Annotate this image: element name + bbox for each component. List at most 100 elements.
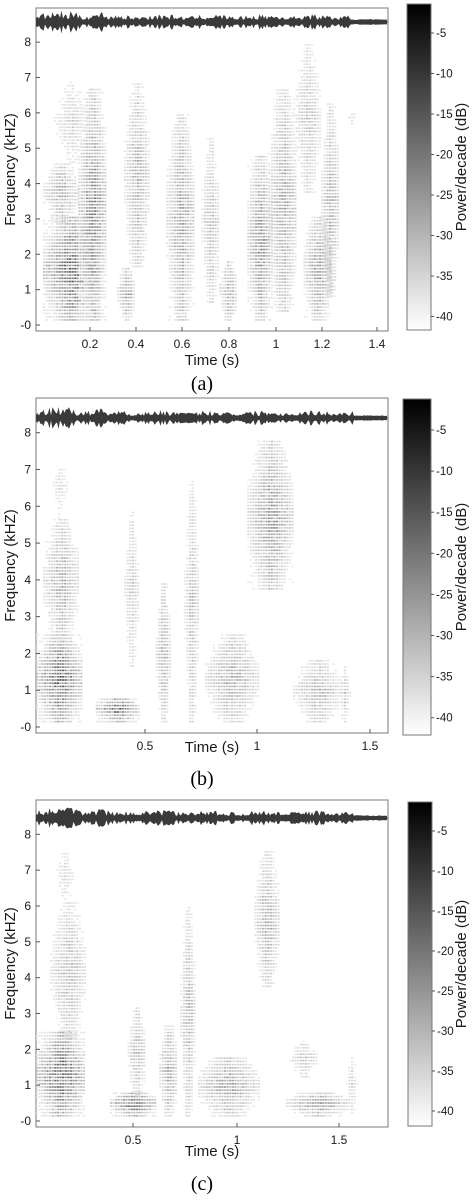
spectral-cell [311,172,314,174]
spectral-cell [295,114,298,117]
spectral-cell [278,102,281,104]
spectral-cell [316,76,319,78]
spectral-cell [214,256,217,258]
spectral-cell [53,229,56,232]
spectral-cell [83,261,86,264]
spectral-cell [147,185,150,188]
spectral-cell [124,169,127,172]
spectral-cell [308,251,311,254]
spectral-cell [313,319,317,321]
spectral-cell [137,236,140,239]
spectral-cell [303,82,306,85]
spectral-cell [283,239,287,242]
spectral-cell [88,194,91,196]
spectral-cell [255,187,258,190]
spectral-cell [268,300,271,303]
spectral-cell [313,216,317,219]
spectral-cell [174,187,177,190]
spectral-cell [101,210,104,212]
spectral-cell [316,137,319,139]
spectral-cell [86,117,89,120]
spectral-cell [214,294,217,297]
spectral-cell [88,239,91,241]
spectral-cell [87,226,90,228]
spectral-cell [300,92,303,94]
spectral-cell [171,165,174,168]
spectral-cell [74,255,77,257]
spectral-cell [134,163,137,165]
spectral-cell [96,168,99,171]
spectral-cell [139,243,142,245]
spectral-cell [262,303,265,305]
spectral-cell [181,152,184,155]
spectral-cell [179,168,182,171]
spectral-cell [179,155,182,158]
spectral-cell [278,166,281,168]
spectral-cell [139,144,142,146]
spectral-cell [306,153,309,155]
spectral-cell [58,217,61,220]
spectral-cell [79,232,82,235]
spectral-cell [294,268,297,271]
spectral-cell [104,267,107,270]
spectral-cell [187,264,190,267]
spectral-cell [306,156,309,158]
spectral-cell [181,232,184,235]
spectral-cell [131,198,134,200]
spectral-cell [303,63,306,65]
spectral-cell [91,111,94,113]
spectral-cell [181,155,184,158]
spectral-cell [187,258,190,260]
spectral-cell [104,146,107,148]
spectral-cell [316,121,319,123]
spectral-cell [316,261,319,264]
spectral-cell [257,315,260,318]
spectral-cell [61,255,64,257]
spectral-cell [270,290,273,292]
spectral-cell [281,147,284,149]
spectral-cell [306,309,309,312]
spectral-cell [53,201,56,204]
spectral-cell [69,261,72,264]
spectral-cell [291,137,294,139]
spectral-cell [291,159,294,162]
spectral-cell [56,309,59,312]
spectral-cell [80,168,83,171]
spectral-cell [211,221,214,223]
spectral-cell [131,211,134,213]
spectral-cell [303,53,306,56]
spectral-cell [78,175,81,177]
spectral-cell [286,185,289,187]
spectral-cell [226,290,229,292]
spectral-cell [252,280,255,283]
spectral-cell [104,178,107,180]
spectral-cell [93,271,96,273]
spectral-cell [321,248,324,251]
spectral-cell [50,261,53,264]
spectral-cell [69,123,72,125]
spectral-cell [260,267,263,270]
spectral-cell [303,117,306,120]
spectral-cell [171,261,174,264]
spectral-cell [300,162,303,165]
spectral-cell [76,245,79,248]
spectral-cell [255,299,258,302]
spectral-cell [50,303,53,305]
spectral-cell [79,271,82,273]
spectral-cell [184,267,187,270]
spectral-cell [273,303,276,306]
spectral-cell [184,258,187,260]
spectral-cell [321,283,324,286]
spectral-cell [87,312,90,315]
spectral-cell [50,242,53,244]
spectral-cell [286,249,289,251]
spectral-cell [306,101,309,104]
spectral-cell [249,267,252,270]
spectral-cell [316,162,319,165]
spectral-cell [144,147,147,149]
spectral-cell [142,224,145,226]
spectral-cell [268,179,271,181]
spectral-cell [71,155,74,157]
spectral-cell [74,296,77,299]
spectral-cell [93,175,96,177]
